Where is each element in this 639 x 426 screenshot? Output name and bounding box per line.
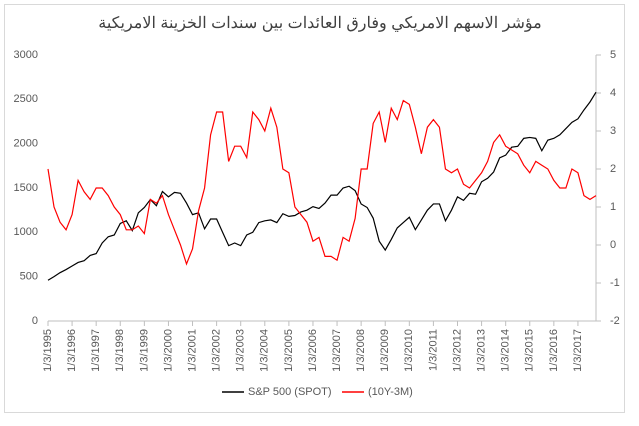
y-tick-label: 0 (32, 315, 38, 327)
y-tick-label: 3000 (14, 49, 38, 61)
y-tick-label: 2500 (14, 93, 38, 105)
y2-tick-label: 5 (610, 49, 616, 61)
y2-tick-label: 2 (610, 163, 616, 175)
x-tick-label: 1/3/1996 (66, 329, 78, 372)
x-tick-label: 1/3/2016 (548, 329, 560, 372)
series-line (47, 99, 597, 266)
x-tick-label: 1/3/2013 (475, 329, 487, 372)
x-tick-label: 1/3/2005 (283, 329, 295, 372)
x-tick-label: 1/3/1997 (90, 329, 102, 372)
y2-tick-label: -2 (610, 315, 620, 327)
y2-tick-label: 0 (610, 239, 616, 251)
x-tick-label: 1/3/2015 (524, 329, 536, 372)
x-tick-label: 1/3/2002 (211, 329, 223, 372)
x-tick-label: 1/3/2009 (379, 329, 391, 372)
series-line (47, 91, 597, 281)
x-tick-label: 1/3/2017 (572, 329, 584, 372)
y-tick-label: 1500 (14, 182, 38, 194)
legend-label: (10Y-3M) (368, 386, 413, 398)
y-tick-label: 1000 (14, 226, 38, 238)
y-tick-label: 500 (20, 271, 38, 283)
x-tick-label: 1/3/2007 (331, 329, 343, 372)
chart-border (4, 4, 625, 413)
x-tick-label: 1/3/1998 (114, 329, 126, 372)
x-tick-label: 1/3/2011 (427, 329, 439, 371)
x-tick-label: 1/3/2012 (451, 329, 463, 372)
y2-tick-label: 1 (610, 201, 616, 213)
y-tick-label: 2000 (14, 138, 38, 150)
x-tick-label: 1/3/1995 (42, 329, 54, 372)
x-tick-label: 1/3/2003 (235, 329, 247, 372)
y2-tick-label: 3 (610, 125, 616, 137)
y2-tick-label: -1 (610, 277, 620, 289)
x-tick-label: 1/3/2008 (355, 329, 367, 372)
x-tick-label: 1/3/2010 (403, 329, 415, 372)
x-tick-label: 1/3/2001 (186, 329, 198, 372)
x-tick-label: 1/3/2000 (162, 329, 174, 372)
x-tick-label: 1/3/2006 (307, 329, 319, 372)
legend-label: S&P 500 (SPOT) (248, 386, 332, 398)
chart-title: مؤشر الاسهم الامريكي وفارق العائدات بين … (98, 15, 542, 32)
x-tick-label: 1/3/2004 (259, 329, 271, 372)
x-tick-label: 1/3/2014 (500, 329, 512, 372)
y2-tick-label: 4 (610, 87, 616, 99)
x-tick-label: 1/3/1999 (138, 329, 150, 372)
